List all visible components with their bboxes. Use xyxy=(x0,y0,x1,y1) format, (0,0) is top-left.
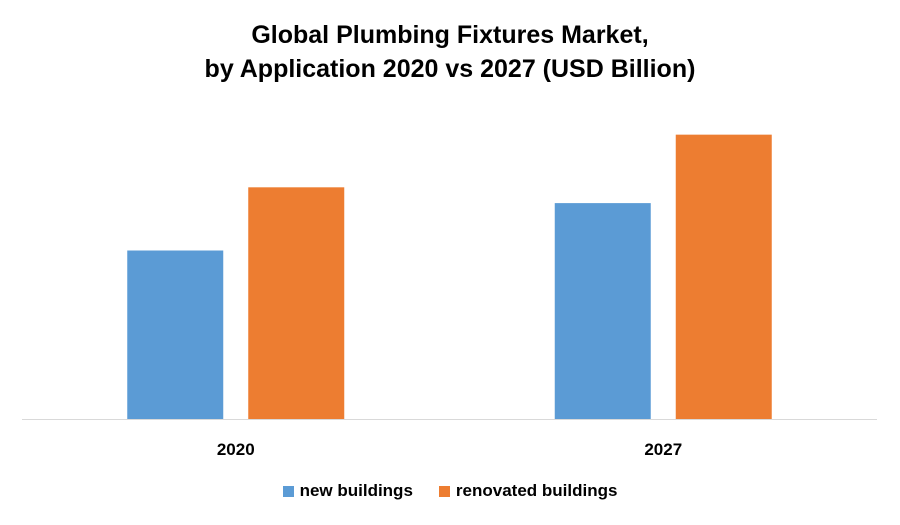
legend-swatch-new-buildings xyxy=(282,485,294,497)
bar-renovated-buildings-2020 xyxy=(248,187,345,419)
x-tick-label-2027: 2027 xyxy=(644,440,682,459)
x-tick-label-2020: 2020 xyxy=(217,440,255,459)
chart-title-block: Global Plumbing Fixtures Market, by Appl… xyxy=(0,18,900,86)
legend-item-new-buildings: new buildings xyxy=(282,481,413,501)
legend-label-new-buildings: new buildings xyxy=(299,481,413,500)
bar-new-buildings-2020 xyxy=(127,250,224,419)
bar-renovated-buildings-2027 xyxy=(675,134,772,419)
legend-swatch-renovated-buildings xyxy=(438,485,450,497)
legend-label-renovated-buildings: renovated buildings xyxy=(455,481,618,500)
chart-subtitle: by Application 2020 vs 2027 (USD Billion… xyxy=(204,55,696,83)
legend: new buildings renovated buildings xyxy=(0,481,900,501)
chart-title: Global Plumbing Fixtures Market, xyxy=(251,21,649,49)
bar-new-buildings-2027 xyxy=(554,203,651,419)
legend-item-renovated-buildings: renovated buildings xyxy=(438,481,618,501)
